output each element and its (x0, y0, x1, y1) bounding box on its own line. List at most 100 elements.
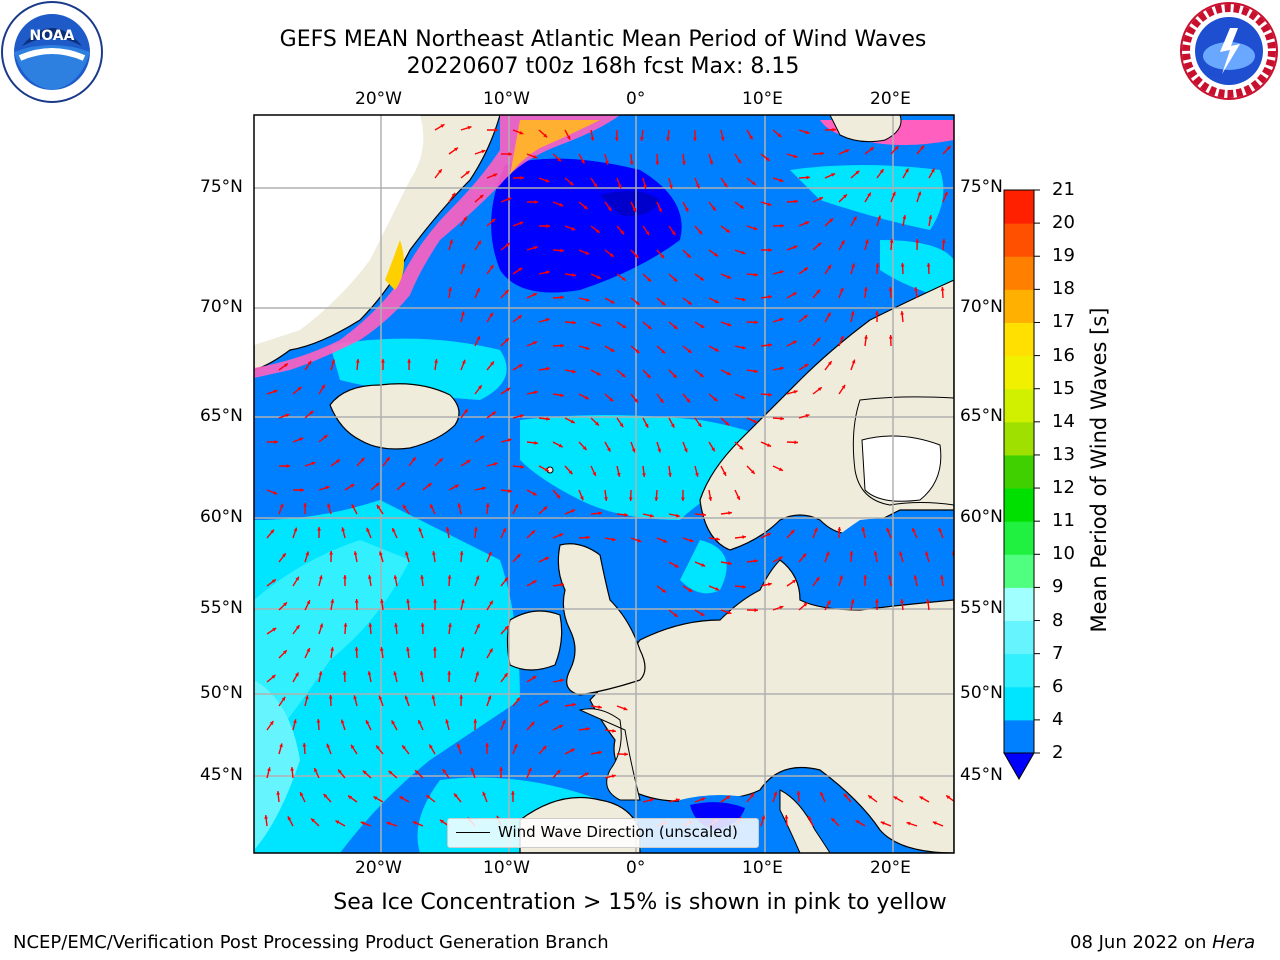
colorbar-label: Mean Period of Wind Waves [s] (1087, 308, 1111, 633)
cyan-region (880, 240, 954, 300)
wave-direction-arrowhead (494, 128, 498, 132)
wave-direction-arrowhead (702, 512, 706, 517)
wave-direction-arrowhead (518, 364, 523, 368)
colorbar-band (1004, 488, 1034, 522)
wave-direction-arrowhead (803, 267, 808, 272)
wave-direction-arrowhead (661, 588, 666, 593)
wind-wave-arrows (264, 123, 954, 827)
wave-direction-arrowhead (654, 497, 659, 501)
wave-direction-arrowhead (501, 719, 506, 724)
wave-direction-arrowhead (831, 173, 836, 177)
wave-direction-arrowhead (534, 440, 538, 445)
wave-direction-arrowhead (488, 551, 492, 556)
wave-direction-arrowhead (610, 299, 615, 304)
wave-direction-arrowhead (695, 472, 699, 477)
wave-direction-arrowhead (741, 345, 746, 350)
wave-direction-arrowhead (293, 527, 298, 532)
wave-direction-arrowhead (300, 488, 304, 492)
wave-direction-arrowhead (286, 464, 290, 469)
wave-direction-arrowhead (380, 599, 384, 603)
wave-direction-arrowhead (560, 582, 564, 587)
wave-direction-arrowhead (489, 648, 493, 653)
wave-direction-arrowhead (621, 276, 626, 281)
wave-direction-arrowhead (556, 494, 561, 499)
wave-direction-arrowhead (673, 325, 678, 329)
wave-direction-arrowhead (926, 263, 931, 267)
wave-direction-arrowhead (669, 184, 673, 189)
wave-direction-arrowhead (508, 152, 512, 156)
lat-label-right: 50°N (960, 683, 1003, 703)
wave-direction-arrowhead (779, 366, 784, 371)
colorbar-tick-label: 6 (1052, 675, 1064, 697)
wave-direction-arrowhead (282, 650, 287, 655)
wave-direction-arrowhead (362, 770, 367, 775)
lat-label-left: 65°N (200, 406, 243, 426)
wave-direction-arrowhead (482, 791, 487, 796)
wave-direction-arrowhead (629, 161, 634, 165)
wave-direction-arrowhead (754, 320, 758, 325)
wave-direction-arrowhead (271, 675, 276, 679)
wave-direction-arrowhead (754, 608, 758, 613)
wave-direction-arrowhead (607, 206, 612, 211)
wave-direction-arrowhead (343, 575, 347, 579)
colorbar-tick-label: 9 (1052, 576, 1064, 598)
wave-direction-arrowhead (753, 226, 758, 231)
wave-direction-arrowhead (863, 287, 868, 291)
wave-direction-arrowhead (534, 200, 538, 204)
wave-direction-arrowhead (341, 527, 346, 532)
wave-direction-arrowhead (299, 792, 304, 797)
wave-direction-arrowhead (598, 705, 602, 709)
wave-direction-arrowhead (569, 181, 574, 186)
wave-direction-arrowhead (725, 421, 730, 426)
wave-direction-arrowhead (875, 311, 879, 315)
wave-direction-arrowhead (874, 599, 879, 603)
wave-direction-arrowhead (620, 230, 625, 235)
wave-direction-arrowhead (386, 821, 391, 826)
wave-direction-arrowhead (768, 392, 772, 397)
wave-direction-arrowhead (378, 695, 383, 700)
wave-direction-arrowhead (432, 551, 436, 555)
wave-direction-arrowhead (542, 745, 547, 750)
wave-direction-arrowhead (675, 513, 680, 518)
colorbar-tick-label: 12 (1052, 477, 1075, 499)
wave-direction-arrowhead (826, 600, 831, 605)
wave-direction-arrowhead (670, 423, 675, 428)
wave-direction-arrowhead (454, 793, 458, 798)
wave-direction-arrowhead (375, 482, 380, 487)
wave-direction-arrowhead (751, 181, 756, 185)
wave-direction-arrowhead (681, 497, 685, 501)
wave-direction-arrowhead (920, 145, 925, 150)
wave-direction-arrowhead (727, 610, 732, 615)
wave-direction-arrowhead (864, 335, 868, 339)
wave-direction-arrowhead (645, 231, 650, 236)
wave-direction-arrowhead (367, 575, 372, 579)
wave-direction-arrowhead (570, 419, 575, 424)
wave-direction-arrowhead (545, 270, 550, 275)
wave-direction-arrowhead (635, 349, 640, 354)
wave-direction-arrowhead (499, 767, 503, 771)
wave-direction-arrowhead (348, 795, 353, 800)
wave-direction-arrowhead (492, 411, 496, 416)
wave-direction-arrowhead (558, 724, 563, 729)
wave-direction-arrowhead (849, 551, 854, 555)
wave-direction-arrowhead (604, 497, 608, 501)
wave-direction-arrowhead (406, 599, 411, 603)
wave-direction-arrowhead (741, 297, 746, 302)
wave-direction-arrowhead (622, 324, 627, 329)
wave-direction-arrowhead (506, 387, 511, 392)
colorbar-band (1004, 521, 1034, 555)
wave-direction-arrowhead (321, 384, 325, 389)
cyan-region (790, 165, 944, 230)
wave-direction-arrowhead (463, 216, 467, 221)
wave-direction-arrowhead (642, 473, 646, 477)
wave-direction-arrowhead (709, 160, 714, 165)
wave-direction-arrowhead (442, 768, 447, 773)
wave-direction-arrowhead (820, 151, 824, 156)
wave-direction-arrowhead (354, 599, 359, 603)
wave-direction-arrowhead (938, 527, 943, 532)
lat-label-left: 70°N (200, 297, 243, 317)
wave-direction-arrowhead (767, 202, 772, 207)
wave-direction-arrowhead (532, 491, 537, 496)
lon-label-bottom: 20°E (870, 858, 911, 878)
wave-direction-arrowhead (415, 770, 420, 775)
